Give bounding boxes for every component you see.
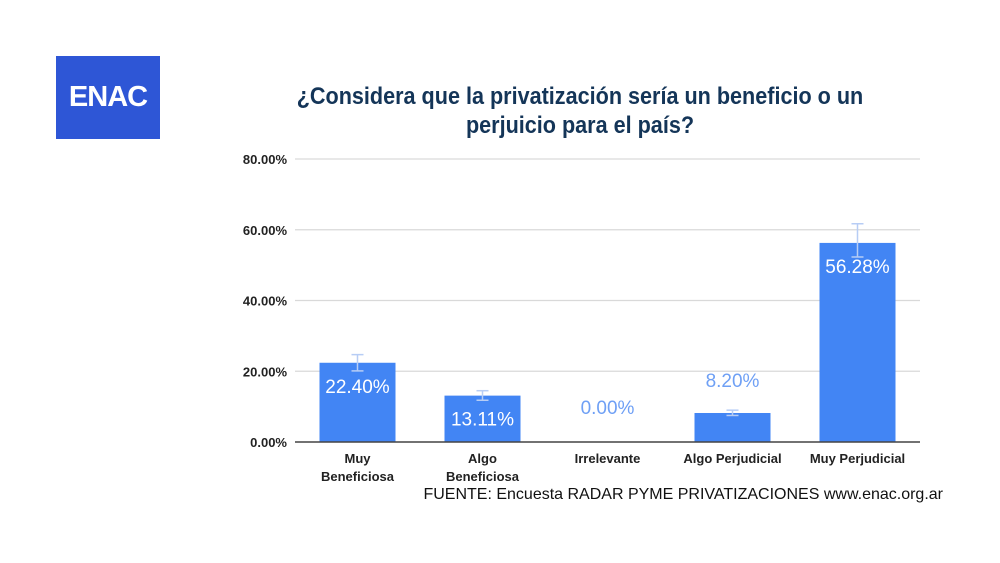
x-tick-label: Beneficiosa: [446, 469, 520, 484]
logo-text: ENAC: [68, 81, 148, 113]
y-tick-label: 40.00%: [243, 294, 288, 309]
y-tick-label: 0.00%: [250, 435, 287, 450]
x-tick-label: Algo Perjudicial: [683, 451, 781, 466]
data-label: 13.11%: [451, 410, 514, 431]
y-tick-label: 20.00%: [243, 364, 288, 379]
x-tick-label: Irrelevante: [575, 451, 641, 466]
data-label: 22.40%: [325, 377, 390, 398]
source-note: FUENTE: Encuesta RADAR PYME PRIVATIZACIO…: [423, 486, 943, 503]
bar: [444, 395, 521, 442]
bar: [694, 412, 771, 442]
x-tick-label: Muy Perjudicial: [810, 451, 905, 466]
data-label: 56.28%: [825, 257, 890, 278]
data-label: 8.20%: [706, 371, 760, 392]
bar: [319, 362, 396, 442]
enac-logo: ENAC: [56, 56, 160, 139]
x-tick-label: Beneficiosa: [321, 469, 395, 484]
y-tick-label: 60.00%: [243, 223, 288, 238]
y-tick-label: 80.00%: [243, 152, 288, 167]
chart-title: ¿Considera que la privatización sería un…: [296, 83, 864, 139]
bar: [819, 242, 896, 442]
x-tick-label: Muy: [345, 451, 372, 466]
data-label: 0.00%: [581, 398, 635, 419]
x-tick-label: Algo: [468, 451, 497, 466]
